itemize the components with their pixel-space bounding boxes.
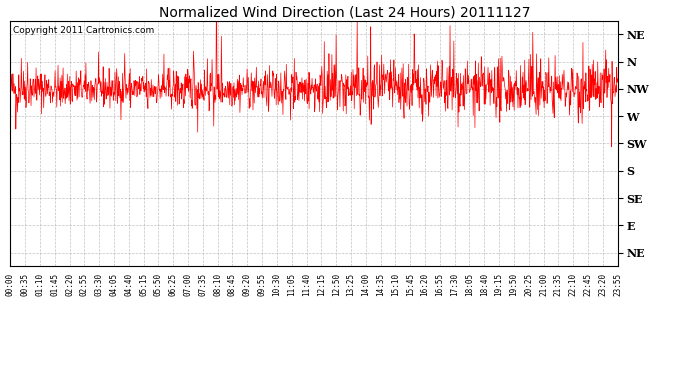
Text: Copyright 2011 Cartronics.com: Copyright 2011 Cartronics.com — [13, 26, 155, 34]
Text: Normalized Wind Direction (Last 24 Hours) 20111127: Normalized Wind Direction (Last 24 Hours… — [159, 6, 531, 20]
